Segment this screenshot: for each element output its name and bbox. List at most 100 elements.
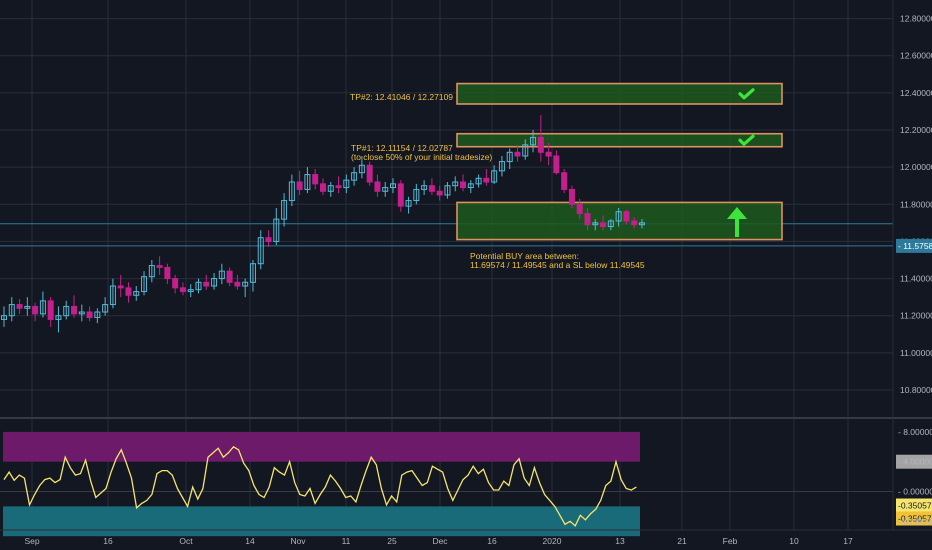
tp2-zone — [456, 82, 783, 105]
candle-body — [1, 315, 7, 320]
candle-body — [281, 200, 288, 220]
candle-body — [413, 188, 420, 202]
candle — [257, 230, 264, 270]
candle — [47, 297, 54, 327]
up-arrow-icon — [727, 207, 747, 237]
price-tick-label: 11.00000 — [900, 348, 932, 358]
price-tick-label: 10.80000 — [900, 385, 932, 395]
oversold-band — [3, 506, 640, 537]
candle-body — [226, 270, 233, 283]
time-tick-label: 2020 — [543, 536, 562, 546]
price-tick-label: 12.40000 — [900, 88, 932, 98]
price-axis[interactable]: 10.8000011.0000011.2000011.4000011.60000… — [896, 14, 932, 395]
price-tick-label: 12.00000 — [900, 162, 932, 172]
candle-body — [172, 278, 179, 289]
candle-body — [460, 181, 467, 189]
candle-body — [600, 222, 607, 228]
candle — [576, 198, 583, 220]
candle — [483, 169, 490, 186]
candle — [148, 260, 155, 283]
time-tick-label: 13 — [615, 536, 625, 546]
candle — [623, 209, 630, 225]
candle — [319, 178, 326, 195]
candle — [179, 282, 186, 296]
candle-body — [358, 164, 365, 174]
candle-body — [498, 161, 505, 172]
candle-body — [390, 183, 396, 189]
candle — [397, 180, 404, 212]
candle-body — [483, 177, 490, 183]
candle — [358, 156, 365, 179]
candle-body — [631, 220, 638, 226]
candle — [211, 273, 218, 290]
candle-body — [273, 218, 280, 242]
candle-body — [242, 281, 249, 287]
candle — [187, 284, 194, 298]
candle-body — [366, 164, 373, 183]
candle-body — [141, 276, 148, 293]
candle-body — [63, 305, 70, 317]
candle — [568, 185, 575, 208]
candle-body — [561, 172, 568, 190]
candle — [545, 143, 552, 166]
candle — [382, 182, 389, 197]
candle-body — [343, 179, 350, 189]
candle-body — [133, 291, 140, 296]
candle-body — [296, 181, 303, 190]
candle — [537, 115, 544, 162]
candle — [343, 174, 350, 194]
candle-body — [421, 185, 428, 190]
candle-body — [397, 183, 404, 207]
candle — [444, 182, 451, 199]
candle — [592, 219, 599, 231]
candle — [428, 178, 435, 195]
candle-body — [195, 281, 202, 291]
candle — [63, 300, 70, 320]
candle-body — [179, 287, 186, 293]
candle — [265, 230, 272, 247]
time-tick-label: 10 — [789, 536, 799, 546]
oscillator-tick-label: - 4.00000 — [898, 457, 932, 467]
candle-body — [78, 311, 85, 315]
time-tick-label: Sep — [24, 536, 39, 546]
candle-body — [94, 311, 101, 319]
candle — [390, 178, 396, 194]
oscillator-tick-label: -0.35057 — [898, 501, 932, 511]
candle — [226, 267, 233, 286]
time-tick-label: 11 — [342, 536, 351, 546]
candle-body — [444, 185, 451, 196]
candle — [413, 183, 420, 205]
oscillator-axis[interactable]: - 8.00000 - 4.00000 - 0.00000 -0.35057 -0.35… — [896, 427, 932, 526]
time-tick-label: 16 — [103, 536, 113, 546]
candle — [615, 208, 622, 227]
oscillator-value-badge — [896, 511, 932, 526]
candle-body — [452, 181, 459, 187]
candle — [273, 208, 280, 246]
time-axis[interactable]: Sep 16 Oct 14 Nov 11 25 Dec 16 2020 13 21 Feb 10 17 — [24, 536, 853, 546]
candle-body — [491, 170, 498, 183]
candle-body — [117, 285, 124, 289]
candle — [498, 156, 505, 177]
candle-body — [522, 144, 529, 157]
candle-body — [623, 211, 630, 222]
candle — [514, 144, 521, 162]
candle — [32, 302, 39, 322]
time-tick-label: 21 — [677, 536, 687, 546]
buy-area-annotation-detail: 11.69574 / 11.49545 and a SL below 11.49… — [470, 260, 645, 270]
candle-body — [382, 187, 389, 192]
candle — [351, 167, 358, 186]
check-icon — [738, 88, 755, 100]
candle — [71, 295, 78, 318]
candle — [141, 271, 148, 296]
candle-body — [506, 151, 513, 163]
candle-body — [327, 185, 334, 192]
candle-body — [257, 237, 264, 265]
candle-body — [514, 151, 521, 157]
candle-body — [319, 183, 326, 192]
candle-body — [32, 305, 39, 315]
oscillator-tick-label: -4.00000 — [898, 516, 932, 526]
price-tick-label: 12.80000 — [900, 14, 932, 24]
candle — [94, 308, 101, 324]
candle-body — [265, 237, 272, 242]
